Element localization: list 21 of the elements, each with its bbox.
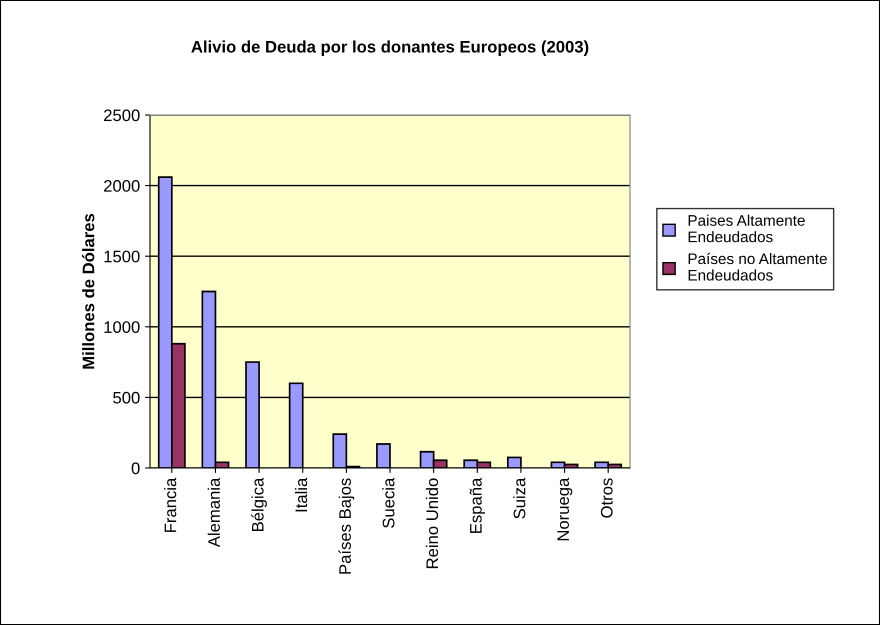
x-tick-label: Italia — [294, 478, 308, 512]
y-tick-label: 1000 — [104, 321, 140, 334]
y-tick-label: 1500 — [104, 250, 140, 262]
legend-label: Países no Altamente Endeudados — [688, 252, 827, 281]
x-tick-label: Alemania — [208, 478, 220, 548]
x-tick-label: Reino Unido — [426, 478, 438, 568]
x-tick-label: Otros — [600, 478, 613, 518]
x-tick-label: Bélgica — [251, 478, 267, 532]
x-tick-label: Noruega — [557, 478, 572, 540]
x-tick-label: España — [470, 478, 486, 533]
y-tick-label: 2500 — [104, 109, 140, 122]
chart-title: Alivio de Deuda por los donantes Europeos (2003) — [191, 40, 588, 56]
x-tick-label: Suiza — [513, 478, 526, 519]
x-tick-label: Países Bajos — [338, 478, 354, 574]
y-axis-title: Millones de Dólares — [82, 214, 94, 369]
x-tick-label: Francia — [164, 478, 176, 532]
y-tick-label: 0 — [132, 462, 140, 474]
legend-label: Paises Altamente Endeudados — [688, 214, 805, 242]
y-tick-label: 500 — [113, 392, 140, 404]
y-tick-label: 2000 — [104, 180, 140, 192]
x-tick-label: Suecia — [382, 478, 394, 528]
